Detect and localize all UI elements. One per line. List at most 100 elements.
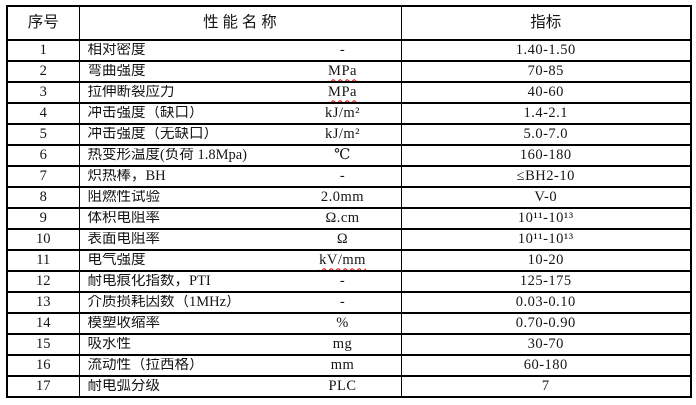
serial-no-cell: 12 (6, 270, 80, 293)
table-row: 6 热变形温度(负荷 1.8Mpa) ℃ 160-180 (6, 144, 692, 167)
property-name: 表面电阻率 (87, 232, 161, 247)
serial-no-cell: 15 (6, 333, 80, 356)
property-unit: kJ/m² (324, 126, 361, 143)
index-value-cell: 1.4-2.1 (400, 102, 692, 125)
property-name: 耐电弧分级 (87, 379, 161, 394)
property-unit: % (336, 315, 349, 332)
property-name-cell: 冲击强度（无缺口） kJ/m² (78, 123, 402, 146)
table-row: 7 炽热棒，BH - ≤BH2-10 (6, 165, 692, 188)
serial-no-cell: 3 (6, 81, 80, 104)
property-name-cell: 表面电阻率 Ω (78, 228, 402, 251)
header-row: 序号 性 能 名 称 指标 (6, 5, 692, 41)
table-row: 3 拉伸断裂应力 MPa 40-60 (6, 81, 692, 104)
serial-no-cell: 7 (6, 165, 80, 188)
column-header-property-name: 性 能 名 称 (78, 5, 402, 41)
index-value-cell: 160-180 (400, 144, 692, 167)
table-body: 1 相对密度 - 1.40-1.50 2 弯曲强度 MPa 70-85 3 拉伸断裂应力 MPa 40… (6, 39, 692, 398)
table-row: 10 表面电阻率 Ω 10¹¹-10¹³ (6, 228, 692, 251)
serial-no-cell: 14 (6, 312, 80, 335)
property-unit: - (339, 42, 346, 59)
index-value-cell: 60-180 (400, 354, 692, 377)
property-name-cell: 炽热棒，BH - (78, 165, 402, 188)
index-value-cell: V-0 (400, 186, 692, 209)
property-name: 吸水性 (87, 337, 132, 352)
index-value-cell: 1.40-1.50 (400, 39, 692, 62)
property-unit: mg (332, 336, 353, 353)
table-row: 12 耐电痕化指数，PTI - 125-175 (6, 270, 692, 293)
serial-no-cell: 11 (6, 249, 80, 272)
serial-no-cell: 10 (6, 228, 80, 251)
table-row: 11 电气强度 kV/mm 10-20 (6, 249, 692, 272)
property-unit: - (339, 294, 346, 311)
property-name-cell: 流动性（拉西格） mm (78, 354, 402, 377)
property-unit: Ω (336, 231, 349, 248)
index-value-cell: 125-175 (400, 270, 692, 293)
column-header-index: 指标 (400, 5, 692, 41)
index-value-cell: 70-85 (400, 60, 692, 83)
table-row: 15 吸水性 mg 30-70 (6, 333, 692, 356)
serial-no-cell: 1 (6, 39, 80, 62)
table-row: 14 模塑收缩率% 0.70-0.90 (6, 312, 692, 335)
index-value-cell: 40-60 (400, 81, 692, 104)
property-unit: kJ/m² (324, 105, 361, 122)
index-value-cell: 30-70 (400, 333, 692, 356)
property-unit: mm (330, 357, 355, 374)
serial-no-cell: 13 (6, 291, 80, 314)
property-name: 相对密度 (87, 43, 146, 58)
property-name-cell: 热变形温度(负荷 1.8Mpa) ℃ (78, 144, 402, 167)
property-name-cell: 体积电阻率 Ω.cm (78, 207, 402, 230)
serial-no-cell: 16 (6, 354, 80, 377)
index-value-cell: 5.0-7.0 (400, 123, 692, 146)
index-value-cell: 10¹¹-10¹³ (400, 207, 692, 230)
property-unit: kV/mm (319, 252, 366, 269)
property-name-cell: 相对密度 - (78, 39, 402, 62)
property-unit: PLC (328, 378, 357, 395)
serial-no-cell: 8 (6, 186, 80, 209)
property-name: 拉伸断裂应力 (87, 85, 175, 100)
table-row: 5 冲击强度（无缺口） kJ/m² 5.0-7.0 (6, 123, 692, 146)
property-name-cell: 模塑收缩率% (78, 312, 402, 335)
property-name-cell: 拉伸断裂应力 MPa (78, 81, 402, 104)
serial-no-cell: 17 (6, 375, 80, 398)
property-unit: - (339, 273, 346, 290)
serial-no-cell: 6 (6, 144, 80, 167)
property-name: 电气强度 (87, 253, 146, 268)
table-row: 9 体积电阻率 Ω.cm 10¹¹-10¹³ (6, 207, 692, 230)
property-name-cell: 弯曲强度 MPa (78, 60, 402, 83)
property-name-cell: 冲击强度（缺口） kJ/m² (78, 102, 402, 125)
table-row: 1 相对密度 - 1.40-1.50 (6, 39, 692, 62)
serial-no-cell: 2 (6, 60, 80, 83)
property-unit: 2.0mm (320, 189, 365, 206)
index-value-cell: ≤BH2-10 (400, 165, 692, 188)
material-properties-table: 序号 性 能 名 称 指标 1 相对密度 - 1.40-1.50 2 弯曲强度 MPa 70-… (6, 5, 692, 398)
serial-no-cell: 5 (6, 123, 80, 146)
property-unit: ℃ (334, 147, 351, 164)
property-name-cell: 阻燃性试验 2.0mm (78, 186, 402, 209)
property-unit: MPa (328, 63, 357, 80)
property-name: 冲击强度（无缺口） (87, 127, 219, 142)
property-name: 冲击强度（缺口） (87, 106, 204, 121)
property-name-cell: 耐电痕化指数，PTI - (78, 270, 402, 293)
property-name-cell: 吸水性 mg (78, 333, 402, 356)
property-name: 热变形温度(负荷 1.8Mpa) (87, 148, 248, 163)
property-name: 弯曲强度 (87, 64, 146, 79)
index-value-cell: 10-20 (400, 249, 692, 272)
property-name: 模塑收缩率 (87, 316, 161, 331)
property-name: 阻燃性试验 (87, 190, 161, 205)
property-name: 介质损耗因数（1MHz） (87, 295, 241, 310)
property-name: 体积电阻率 (87, 211, 161, 226)
table-row: 4 冲击强度（缺口） kJ/m² 1.4-2.1 (6, 102, 692, 125)
property-name: 炽热棒，BH (87, 169, 166, 184)
index-value-cell: 0.70-0.90 (400, 312, 692, 335)
table-row: 2 弯曲强度 MPa 70-85 (6, 60, 692, 83)
column-header-serial-no: 序号 (6, 5, 80, 41)
property-unit: MPa (328, 84, 357, 101)
property-name-cell: 耐电弧分级 PLC (78, 375, 402, 398)
property-name-cell: 介质损耗因数（1MHz） - (78, 291, 402, 314)
property-name-cell: 电气强度 kV/mm (78, 249, 402, 272)
property-name: 流动性（拉西格） (87, 358, 204, 373)
index-value-cell: 0.03-0.10 (400, 291, 692, 314)
table-row: 13 介质损耗因数（1MHz） - 0.03-0.10 (6, 291, 692, 314)
index-value-cell: 10¹¹-10¹³ (400, 228, 692, 251)
table-row: 16 流动性（拉西格） mm 60-180 (6, 354, 692, 377)
